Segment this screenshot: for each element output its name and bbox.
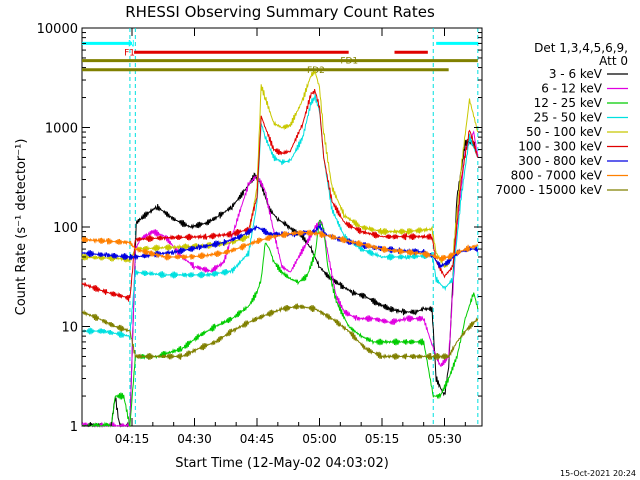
- legend-label-25-50-kev: 25 - 50 keV: [534, 111, 603, 125]
- axes: 04:15 04:30 04:45 05:00 05:15 05:30 1 10 100 1000…: [37, 22, 482, 446]
- series-line-800-7000-kev: [81, 229, 479, 262]
- x-tick-label-04-30: 04:30: [177, 432, 212, 446]
- legend-label-100-300-kev: 100 - 300 keV: [518, 140, 602, 154]
- series-line-25-50-kev: [81, 94, 479, 340]
- x-tick-label-05-00: 05:00: [302, 432, 337, 446]
- series-line-100-300-kev: [81, 88, 479, 302]
- legend-label-3-6-kev: 3 - 6 keV: [549, 67, 603, 81]
- x-axis-label: Start Time (12-May-02 04:03:02): [175, 456, 389, 471]
- flag-label-f1: F1: [124, 48, 135, 58]
- series-line-50-100-kev: [81, 70, 479, 268]
- legend-label-7000-15000-kev: 7000 - 15000 keV: [495, 183, 602, 197]
- series-lines: [81, 70, 479, 428]
- plot-area-frame: [81, 27, 483, 427]
- legend-title-line-0: Det 1,3,4,5,6,9,: [534, 41, 628, 55]
- legend-label-800-7000-kev: 800 - 7000 keV: [511, 169, 603, 183]
- flag-label-fd2: FD2: [307, 66, 325, 76]
- night-boundaries: [129, 28, 479, 426]
- y-axis-label: Count Rate (s⁻¹ detector⁻¹): [14, 139, 29, 316]
- generation-timestamp: 15-Oct-2021 20:24: [560, 469, 636, 478]
- series-line-12-25-kev: [81, 219, 479, 428]
- x-tick-label-04-15: 04:15: [115, 432, 150, 446]
- flag-label-fd1: FD1: [340, 57, 358, 67]
- chart-title: RHESSI Observing Summary Count Rates: [125, 3, 435, 21]
- y-tick-label-10000: 10000: [37, 22, 78, 37]
- y-tick-label-1: 1: [70, 420, 78, 435]
- series-line-6-12-kev: [81, 130, 479, 428]
- legend-title-line-1: Att 0: [599, 54, 628, 68]
- x-tick-label-05-30: 05:30: [427, 432, 462, 446]
- legend-label-300-800-kev: 300 - 800 keV: [518, 154, 602, 168]
- y-tick-label-1000: 1000: [45, 122, 78, 137]
- y-tick-label-100: 100: [53, 221, 78, 236]
- flag-label-n: N: [128, 39, 135, 49]
- series-line-3-6-kev: [81, 139, 479, 428]
- x-tick-label-04-45: 04:45: [240, 432, 275, 446]
- legend-label-6-12-kev: 6 - 12 keV: [541, 82, 603, 96]
- y-tick-label-10: 10: [61, 321, 78, 336]
- legend-label-12-25-kev: 12 - 25 keV: [534, 96, 603, 110]
- x-tick-label-05-15: 05:15: [365, 432, 400, 446]
- legend-label-50-100-kev: 50 - 100 keV: [526, 125, 603, 139]
- series-line-7000-15000-kev: [81, 303, 479, 360]
- flag-bars: NF1 FD1 FD2: [82, 39, 478, 76]
